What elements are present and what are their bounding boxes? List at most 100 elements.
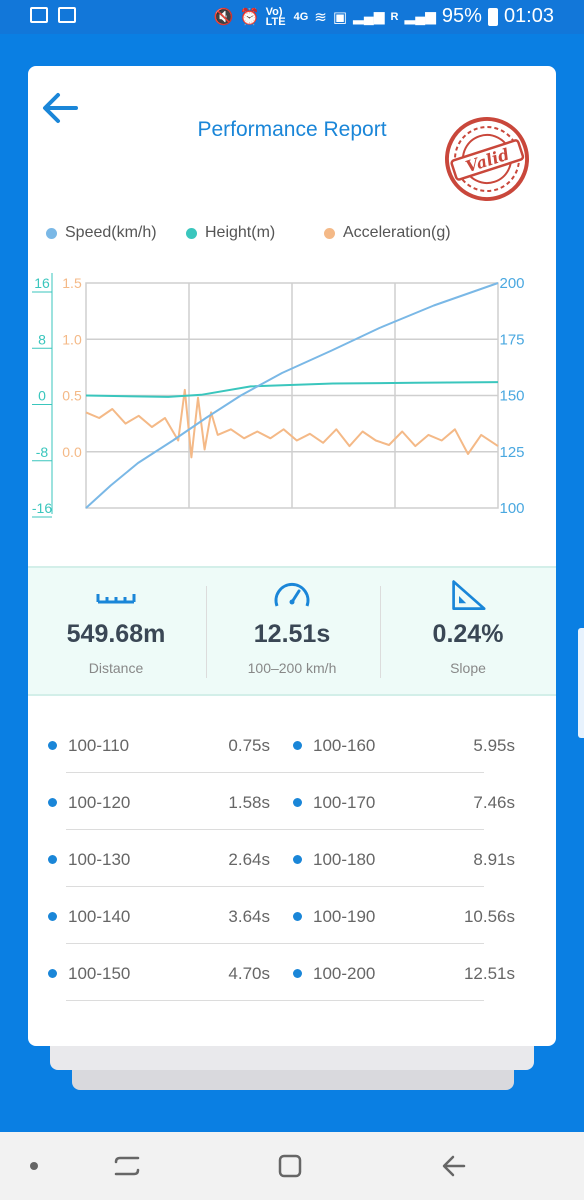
bullet-dot-icon [293, 741, 302, 750]
height-axis-tick: -8 [36, 444, 49, 460]
android-nav-bar [0, 1132, 584, 1200]
split-range: 100-140 [68, 907, 131, 926]
time-label: 100–200 km/h [247, 660, 337, 676]
speed-axis-tick: 150 [499, 388, 524, 405]
battery-percent: 95% [441, 5, 482, 27]
slope-value: 0.24% [432, 620, 504, 648]
bullet-dot-icon [48, 912, 57, 921]
stats-panel: 549.68m Distance 12.51s 100–200 km/h 0.2… [28, 566, 556, 696]
bullet-dot-icon [48, 741, 57, 750]
legend-speed: Speed(km/h) [46, 224, 157, 242]
home-icon[interactable] [276, 1152, 304, 1180]
alarm-icon: ⏰ [239, 8, 260, 26]
split-range: 100-110 [68, 736, 130, 755]
speed-axis-tick: 175 [499, 331, 524, 348]
split-time: 12.51s [463, 964, 515, 983]
legend-speed-label: Speed(km/h) [65, 224, 157, 241]
split-range: 100-130 [68, 850, 131, 869]
chart-legend: Speed(km/h) Height(m) Acceleration(g) [46, 224, 546, 246]
split-range: 100-190 [313, 907, 376, 926]
split-row: 100-200 12.51s [293, 944, 515, 1001]
stat-slope: 0.24% Slope [380, 568, 556, 698]
height-axis-tick: -16 [32, 500, 52, 516]
status-bar: 🔇 ⏰ Vo) LTE 4G ≋ ▣ ▂▄▆ R ▂▄▆ 95% 01:03 [0, 0, 584, 34]
bullet-dot-icon [48, 969, 57, 978]
split-range: 100-150 [68, 964, 131, 983]
split-row: 100-170 7.46s [293, 773, 515, 830]
split-row: 100-140 3.64s [48, 887, 270, 944]
legend-acceleration-dot [324, 227, 335, 239]
battery-icon [487, 7, 498, 26]
mail-icon [58, 7, 76, 23]
acceleration-series-line [85, 388, 499, 459]
slope-icon [452, 580, 486, 610]
split-time: 0.75s [228, 736, 270, 755]
split-time: 8.91s [473, 850, 515, 869]
stat-time: 12.51s 100–200 km/h [204, 568, 380, 698]
height-axis-tick: 8 [38, 331, 46, 347]
row-divider [66, 829, 484, 830]
recent-apps-icon[interactable] [112, 1152, 142, 1180]
legend-acceleration-label: Acceleration(g) [343, 224, 451, 241]
height-axis-tick: 0 [38, 388, 46, 404]
speed-series-line [85, 282, 499, 509]
bullet-dot-icon [48, 855, 57, 864]
split-row: 100-130 2.64s [48, 830, 270, 887]
row-divider [66, 1000, 484, 1001]
split-row: 100-150 4.70s [48, 944, 270, 1001]
speedometer-icon [274, 583, 310, 607]
legend-height: Height(m) [186, 224, 275, 242]
report-card: Performance Report Valid Speed(km/h) Hei… [28, 66, 556, 1046]
legend-speed-dot [46, 227, 57, 239]
split-row: 100-180 8.91s [293, 830, 515, 887]
row-divider [66, 886, 484, 887]
bullet-dot-icon [293, 969, 302, 978]
performance-chart: 16 8 0 -8 -16 1.5 1.0 0.5 0.0 200 175 150 125 100 [32, 273, 525, 518]
legend-height-label: Height(m) [205, 224, 276, 241]
split-row: 100-110 0.75s [48, 716, 270, 773]
signal-icon-2: ▂▄▆ [404, 8, 436, 24]
split-row: 100-120 1.58s [48, 773, 270, 830]
nav-dot-icon[interactable] [30, 1162, 38, 1170]
split-time: 5.95s [473, 736, 515, 755]
distance-value: 549.68m [66, 620, 166, 648]
edge-panel-handle[interactable] [578, 628, 584, 738]
split-time: 2.64s [228, 850, 270, 869]
distance-label: Distance [88, 660, 144, 676]
bullet-dot-icon [48, 798, 57, 807]
bullet-dot-icon [293, 798, 302, 807]
speed-axis-tick: 125 [499, 444, 524, 461]
bullet-dot-icon [293, 855, 302, 864]
roaming-indicator: R [390, 10, 399, 23]
height-series-line [85, 381, 499, 398]
stats-divider [380, 586, 381, 678]
split-row: 100-190 10.56s [293, 887, 515, 944]
accel-axis-tick: 1.0 [62, 331, 82, 347]
speed-axis-tick: 100 [499, 500, 524, 517]
row-divider [66, 772, 484, 773]
accel-axis-tick: 0.0 [62, 444, 82, 460]
split-range: 100-200 [313, 964, 376, 983]
split-time: 7.46s [473, 793, 515, 812]
split-time: 10.56s [463, 907, 515, 926]
page-title: Performance Report [197, 118, 387, 141]
bullet-dot-icon [293, 912, 302, 921]
volte-indicator: Vo) LTE [265, 5, 286, 28]
data-saver-icon: ▣ [332, 8, 348, 26]
split-row: 100-160 5.95s [293, 716, 515, 773]
height-axis-tick: 16 [34, 275, 50, 291]
slope-label: Slope [450, 660, 486, 676]
accel-axis-tick: 1.5 [62, 275, 82, 291]
signal-icon: ▂▄▆ [353, 8, 385, 24]
back-nav-icon[interactable] [440, 1152, 468, 1180]
mute-icon: 🔇 [213, 8, 234, 26]
accel-axis-tick: 0.5 [62, 388, 82, 404]
row-divider [66, 943, 484, 944]
back-arrow-icon[interactable] [40, 90, 80, 126]
gallery-icon [30, 7, 48, 23]
valid-stamp: Valid [445, 117, 529, 201]
stat-distance: 549.68m Distance [28, 568, 204, 698]
wifi-icon: ≋ [314, 8, 327, 26]
split-range: 100-170 [313, 793, 376, 812]
time-value: 12.51s [253, 620, 331, 648]
